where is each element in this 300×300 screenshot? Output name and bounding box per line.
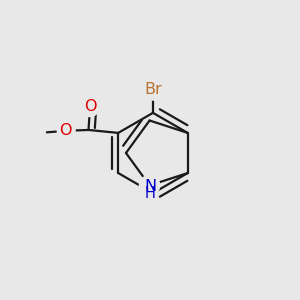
Text: O: O — [84, 99, 96, 114]
Circle shape — [140, 175, 160, 196]
Text: O: O — [59, 123, 72, 138]
Text: H: H — [145, 186, 156, 201]
Text: Br: Br — [144, 82, 162, 97]
Text: N: N — [144, 179, 156, 194]
Circle shape — [57, 122, 75, 140]
Circle shape — [143, 81, 163, 100]
Circle shape — [81, 99, 99, 117]
